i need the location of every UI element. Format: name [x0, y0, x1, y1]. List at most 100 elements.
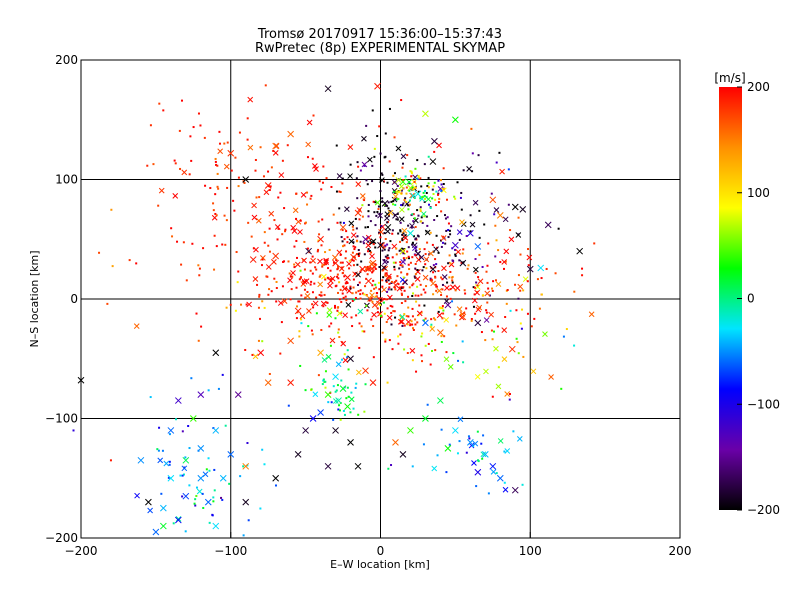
data-point-dot: [359, 240, 362, 243]
data-point-dot: [237, 270, 240, 273]
data-point-dot: [462, 361, 465, 364]
data-point-x: [429, 265, 437, 273]
data-point-dot: [225, 219, 228, 222]
data-point-dot: [135, 262, 138, 265]
data-point-x: [504, 391, 511, 397]
data-point-dot: [329, 269, 332, 272]
y-axis-ticks: 200 100 0 −100 −200: [45, 53, 87, 545]
data-point-dot: [449, 297, 452, 300]
data-point-dot: [401, 204, 404, 207]
data-point-dot: [441, 283, 444, 286]
data-point-x: [355, 271, 361, 278]
data-point-dot: [275, 300, 278, 303]
data-point-dot: [393, 268, 396, 271]
data-point-dot: [517, 352, 520, 355]
data-point-x: [517, 283, 524, 290]
data-point-dot: [366, 309, 369, 312]
data-point-dot: [157, 449, 160, 452]
data-point-dot: [234, 156, 237, 159]
data-point-dot: [178, 129, 181, 132]
data-point-x: [391, 179, 398, 186]
data-point-dot: [416, 177, 419, 180]
data-point-dot: [288, 272, 291, 275]
data-point-dot: [265, 275, 268, 278]
data-point-x: [384, 211, 391, 217]
data-point-x: [456, 306, 463, 313]
data-point-x: [350, 253, 357, 261]
data-point-x: [347, 355, 354, 363]
data-point-dot: [371, 271, 374, 274]
data-point-x: [444, 445, 452, 452]
data-point-dot: [205, 468, 208, 471]
data-point-dot: [378, 297, 381, 300]
data-point-dot: [495, 239, 498, 242]
data-point-dot: [371, 284, 374, 287]
data-point-x: [425, 196, 432, 203]
data-point-dot: [337, 328, 340, 331]
data-point-x: [247, 144, 254, 151]
data-point-dot: [453, 195, 456, 198]
data-point-x: [488, 311, 495, 318]
data-point-dot: [348, 267, 351, 270]
data-point-dot: [418, 248, 421, 251]
data-point-dot: [437, 192, 440, 195]
data-point-dot: [337, 265, 340, 268]
data-point-dot: [402, 179, 405, 182]
data-point-dot: [440, 245, 443, 248]
data-point-dot: [392, 261, 395, 264]
data-point-dot: [407, 295, 410, 298]
data-point-dot: [202, 506, 205, 509]
data-point-x: [409, 347, 416, 354]
data-point-dot: [243, 181, 246, 184]
data-point-dot: [320, 188, 323, 191]
data-point-dot: [414, 262, 417, 265]
data-point-dot: [440, 276, 443, 279]
data-point-x: [471, 460, 477, 466]
data-point-dot: [493, 213, 496, 216]
data-point-dot: [259, 146, 262, 149]
data-point-x: [348, 238, 355, 245]
data-point-dot: [385, 275, 388, 278]
data-point-dot: [449, 233, 452, 236]
data-point-dot: [503, 267, 506, 270]
data-point-dot: [388, 160, 391, 163]
data-point-dot: [470, 319, 473, 322]
data-point-dot: [471, 152, 474, 155]
data-point-x: [502, 486, 509, 493]
data-point-dot: [390, 323, 393, 326]
data-point-dot: [408, 199, 411, 202]
data-point-dot: [344, 282, 347, 285]
data-point-dot: [413, 186, 416, 189]
data-point-dot: [167, 476, 170, 479]
data-point-dot: [336, 309, 339, 312]
data-point-dot: [373, 147, 376, 150]
data-point-dot: [427, 186, 430, 189]
data-point-dot: [386, 307, 389, 310]
data-point-dot: [330, 401, 333, 404]
data-point-dot: [400, 301, 403, 304]
data-point-dot: [152, 163, 155, 166]
data-point-dot: [300, 318, 303, 321]
data-point-dot: [540, 293, 543, 296]
data-point-dot: [492, 280, 495, 283]
data-point-dot: [398, 240, 401, 243]
data-point-dot: [478, 209, 481, 212]
data-point-dot: [417, 176, 420, 179]
colorbar-label: [m/s]: [714, 71, 745, 85]
data-point-dot: [357, 253, 360, 256]
data-point-dot: [200, 325, 203, 328]
data-point-dot: [414, 323, 417, 326]
data-point-dot: [327, 267, 330, 270]
data-point-x: [196, 488, 203, 495]
data-point-dot: [463, 312, 466, 315]
data-point-dot: [408, 182, 411, 185]
data-point-dot: [431, 188, 434, 191]
data-point-dot: [181, 430, 184, 433]
data-point-dot: [309, 197, 312, 200]
data-point-x: [398, 216, 405, 223]
data-point-dot: [179, 474, 182, 477]
data-point-dot: [414, 225, 417, 228]
data-point-dot: [381, 173, 384, 176]
data-point-dot: [383, 297, 386, 300]
data-point-dot: [439, 179, 442, 182]
